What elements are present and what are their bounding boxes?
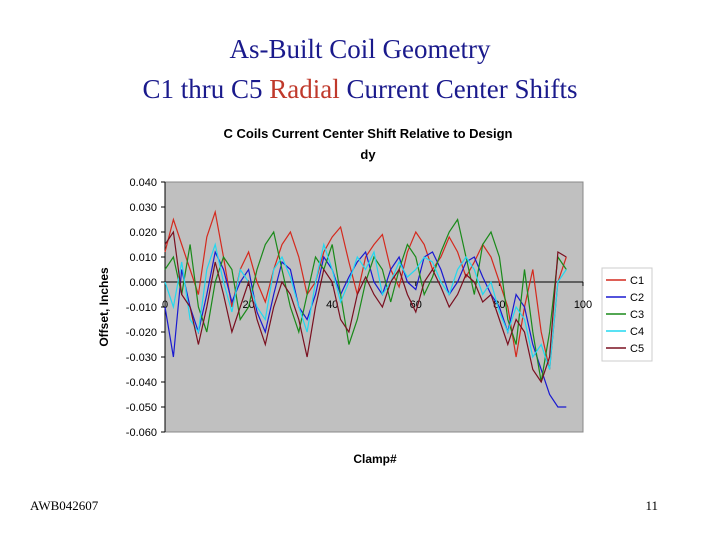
x-tick-label: 40 [326,299,338,311]
y-tick-label: 0.010 [129,252,157,264]
y-tick-label: -0.010 [126,302,157,314]
y-tick-label: -0.030 [126,352,157,364]
title-highlight: Radial [269,74,339,104]
x-axis-title: Clamp# [353,452,397,466]
legend-label: C4 [630,326,644,338]
y-tick-label: -0.050 [126,402,157,414]
chart-title: C Coils Current Center Shift Relative to… [224,126,513,141]
series-line [164,230,567,384]
legend-label: C5 [630,343,644,355]
y-axis-title: Offset, Inches [97,267,111,347]
y-tick-label: 0.040 [129,177,157,189]
legend-label: C3 [630,309,644,321]
x-tick-label: 0 [162,299,168,311]
series-line [164,250,567,408]
y-tick-label: -0.060 [126,427,157,439]
series-line [164,218,567,383]
y-tick-label: 0.020 [129,227,157,239]
legend-label: C1 [630,275,644,287]
x-tick-label: 60 [410,299,422,311]
y-tick-label: 0.030 [129,202,157,214]
footer-left: AWB042607 [30,498,99,513]
y-tick-label: -0.040 [126,377,157,389]
slide-title: As-Built Coil Geometry [230,34,491,64]
page-number: 11 [645,498,658,513]
series-line [164,242,567,370]
x-tick-label: 100 [574,299,592,311]
slide-subtitle: C1 thru C5 Radial Current Center Shifts [143,74,578,104]
y-tick-label: -0.020 [126,327,157,339]
title-part: C1 thru C5 [143,74,263,104]
legend-box [601,267,653,362]
title-part: Current Center Shifts [347,74,578,104]
legend-label: C2 [630,292,644,304]
chart-subtitle: dy [360,147,376,162]
y-tick-label: 0.000 [129,277,157,289]
series-line [164,209,567,370]
